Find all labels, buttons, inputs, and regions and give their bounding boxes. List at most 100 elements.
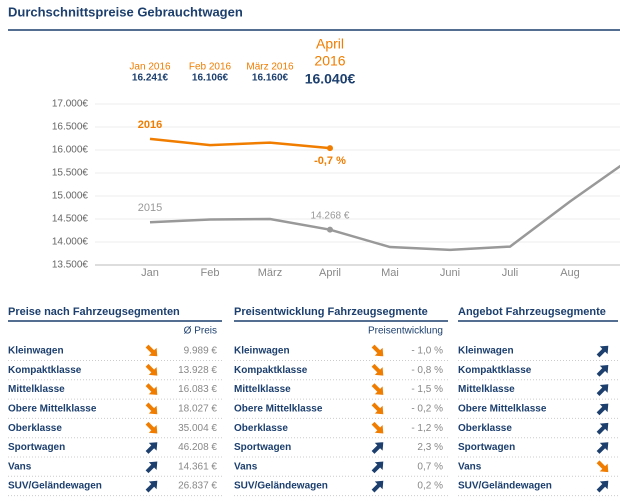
trend-arrow <box>596 403 609 416</box>
trend-arrow <box>371 480 384 493</box>
trend-arrow <box>371 383 384 395</box>
row-name: Mittelklasse <box>458 384 515 395</box>
y-tick-label: 16.500€ <box>52 122 89 133</box>
trend-arrow <box>596 384 609 396</box>
trend-arrow <box>145 383 158 395</box>
row-name: Vans <box>234 461 258 472</box>
row-name: Obere Mittelklasse <box>234 404 323 415</box>
series-line <box>149 164 620 252</box>
trend-arrow <box>371 344 384 357</box>
trend-arrow <box>596 345 609 358</box>
row-name: Kompaktklasse <box>458 365 532 376</box>
summary-value: 16.160€ <box>252 73 289 84</box>
trend-arrow <box>596 442 609 454</box>
row-value: 26.837 € <box>178 481 217 492</box>
row-value: 35.004 € <box>178 423 217 434</box>
row-name: Oberklasse <box>8 423 62 434</box>
x-tick-label: März <box>258 267 282 279</box>
series-line <box>149 137 331 150</box>
highlight-dot <box>327 226 333 233</box>
x-tick-label: Aug <box>560 267 580 279</box>
row-name: Oberklasse <box>234 423 288 434</box>
row-value: - 1,2 % <box>411 423 443 434</box>
row-name: Obere Mittelklasse <box>8 404 97 415</box>
summary-label: März 2016 <box>246 62 294 73</box>
summary-value: 16.106€ <box>192 73 229 84</box>
x-tick-label: Feb <box>201 267 220 279</box>
trend-arrow <box>145 480 158 493</box>
trend-arrow <box>596 364 609 377</box>
trend-arrow <box>596 422 609 435</box>
row-value: 2,3 % <box>417 442 443 453</box>
trend-arrow <box>596 460 609 473</box>
row-value: 18.027 € <box>178 404 217 415</box>
y-tick-label: 15.500€ <box>52 168 89 179</box>
y-tick-label: 13.500€ <box>52 260 89 271</box>
row-value: 46.208 € <box>178 442 217 453</box>
trend-arrow <box>371 402 384 415</box>
trend-arrow <box>145 363 158 376</box>
row-name: Obere Mittelklasse <box>458 404 547 415</box>
trend-arrow <box>371 421 384 434</box>
trend-arrow <box>371 461 384 474</box>
row-name: Kleinwagen <box>8 346 64 357</box>
row-name: Sportwagen <box>458 442 515 453</box>
row-name: Oberklasse <box>458 423 512 434</box>
x-tick-label: Juli <box>502 267 519 279</box>
trend-arrow <box>145 421 158 434</box>
trend-arrow <box>145 344 158 357</box>
row-name: Vans <box>458 461 482 472</box>
row-value: 9.989 € <box>184 346 218 357</box>
row-name: Sportwagen <box>234 442 291 453</box>
highlight-month: April <box>316 36 344 52</box>
row-name: Kleinwagen <box>458 346 514 357</box>
x-tick-label: Juni <box>440 267 460 279</box>
x-tick-label: Jan <box>141 267 159 279</box>
page-title: Durchschnittspreise Gebrauchtwagen <box>8 4 243 19</box>
column-header: Preisentwicklung <box>368 326 443 337</box>
y-tick-label: 15.000€ <box>52 191 89 202</box>
summary-value: 16.241€ <box>132 73 169 84</box>
annotation: -0,7 % <box>314 155 346 167</box>
row-value: 0,2 % <box>417 481 443 492</box>
highlight-year: 2016 <box>314 53 345 69</box>
row-name: Kompaktklasse <box>234 365 308 376</box>
y-tick-label: 14.000€ <box>52 237 89 248</box>
row-name: SUV/Geländewagen <box>8 481 102 492</box>
highlight-value: 16.040€ <box>305 71 356 87</box>
trend-arrow <box>145 461 158 474</box>
row-value: 0,7 % <box>417 461 443 472</box>
row-value: - 1,0 % <box>411 346 443 357</box>
row-value: - 1,5 % <box>411 384 443 395</box>
trend-arrow <box>371 363 384 376</box>
highlight-dot <box>327 145 333 152</box>
trend-arrow <box>145 402 158 415</box>
row-name: Mittelklasse <box>234 384 291 395</box>
column-header: Ø Preis <box>184 326 217 337</box>
trend-arrow <box>596 480 609 493</box>
x-tick-label: Mai <box>381 267 399 279</box>
row-name: SUV/Geländewagen <box>234 481 328 492</box>
summary-label: Feb 2016 <box>189 62 232 73</box>
y-tick-label: 17.000€ <box>52 99 89 110</box>
table-title: Preisentwicklung Fahrzeugsegmente <box>234 306 428 318</box>
row-name: Kompaktklasse <box>8 365 82 376</box>
row-value: - 0,8 % <box>411 365 443 376</box>
row-name: Sportwagen <box>8 442 65 453</box>
y-tick-label: 14.500€ <box>52 214 89 225</box>
row-name: Kleinwagen <box>234 346 290 357</box>
annotation: 14.268 € <box>311 211 350 222</box>
x-tick-label: April <box>319 267 341 279</box>
table-title: Preise nach Fahrzeugsegmenten <box>8 306 180 318</box>
table-title: Angebot Fahrzeugsegmente <box>458 306 606 318</box>
series-label: 2015 <box>138 202 162 214</box>
trend-arrow <box>145 442 158 454</box>
row-value: 13.928 € <box>178 365 217 376</box>
series-label: 2016 <box>138 119 162 131</box>
row-name: Vans <box>8 461 32 472</box>
summary-label: Jan 2016 <box>129 62 171 73</box>
trend-arrow <box>371 442 384 454</box>
row-value: 14.361 € <box>178 461 217 472</box>
row-value: - 0,2 % <box>411 404 443 415</box>
